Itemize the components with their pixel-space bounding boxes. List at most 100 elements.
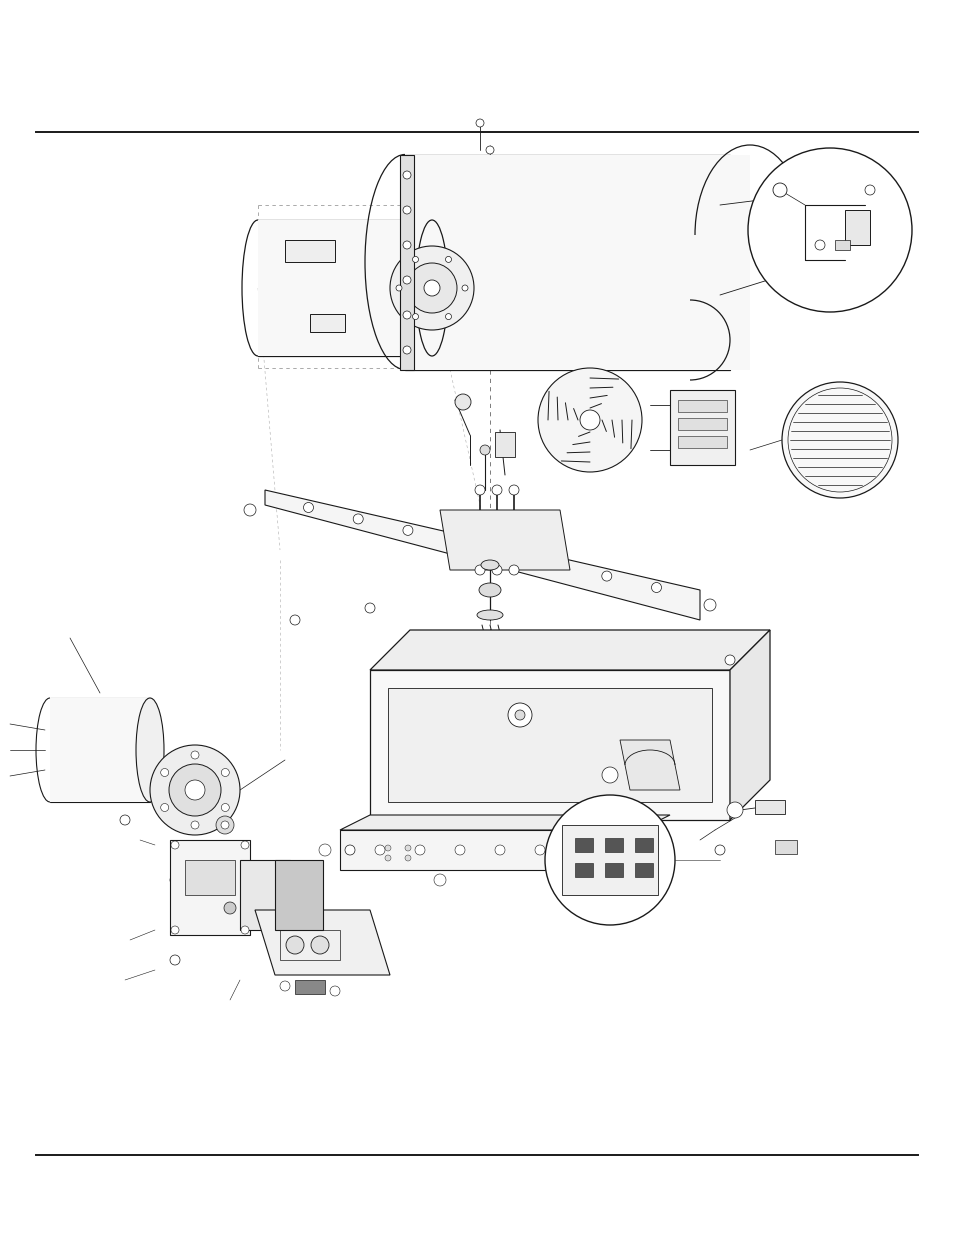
Circle shape	[492, 564, 501, 576]
Circle shape	[241, 841, 249, 848]
Bar	[561, 825, 658, 895]
Circle shape	[221, 804, 229, 811]
Circle shape	[445, 257, 451, 262]
Circle shape	[507, 703, 532, 727]
Polygon shape	[254, 910, 390, 974]
Circle shape	[651, 583, 660, 593]
Circle shape	[601, 571, 611, 582]
Circle shape	[345, 845, 355, 855]
Circle shape	[286, 936, 304, 953]
Circle shape	[402, 170, 411, 179]
Circle shape	[402, 206, 411, 214]
Circle shape	[169, 764, 221, 816]
Bar	[678, 400, 726, 412]
Bar	[575, 863, 593, 877]
Circle shape	[390, 246, 474, 330]
Circle shape	[434, 874, 446, 885]
Circle shape	[185, 781, 205, 800]
Circle shape	[221, 821, 229, 829]
Circle shape	[452, 537, 462, 547]
Polygon shape	[439, 510, 569, 571]
Circle shape	[402, 241, 411, 249]
Circle shape	[290, 615, 299, 625]
Polygon shape	[50, 698, 150, 802]
Circle shape	[814, 240, 824, 249]
Circle shape	[724, 655, 734, 664]
Circle shape	[495, 845, 504, 855]
Bar	[495, 432, 515, 457]
Circle shape	[311, 936, 329, 953]
Polygon shape	[339, 830, 639, 869]
Polygon shape	[619, 740, 679, 790]
Circle shape	[154, 803, 165, 813]
Bar	[185, 860, 234, 895]
Circle shape	[171, 926, 179, 934]
Circle shape	[714, 845, 724, 855]
Circle shape	[395, 285, 401, 291]
Circle shape	[330, 986, 339, 995]
Ellipse shape	[416, 220, 448, 356]
Circle shape	[485, 146, 494, 154]
Polygon shape	[370, 671, 729, 820]
Bar	[170, 840, 250, 935]
Ellipse shape	[480, 559, 498, 571]
Circle shape	[405, 855, 411, 861]
Circle shape	[509, 485, 518, 495]
Circle shape	[412, 314, 418, 320]
Ellipse shape	[136, 698, 164, 802]
Bar	[285, 240, 335, 262]
Circle shape	[405, 845, 411, 851]
Polygon shape	[257, 220, 432, 356]
Circle shape	[445, 314, 451, 320]
Circle shape	[402, 346, 411, 354]
Circle shape	[375, 845, 385, 855]
Circle shape	[191, 821, 199, 829]
Circle shape	[160, 768, 169, 777]
Circle shape	[475, 564, 484, 576]
Circle shape	[479, 445, 490, 454]
Bar	[604, 839, 622, 852]
Circle shape	[170, 876, 180, 885]
Circle shape	[475, 485, 484, 495]
Bar	[575, 839, 593, 852]
Circle shape	[170, 955, 180, 965]
Circle shape	[492, 485, 501, 495]
Circle shape	[502, 548, 512, 558]
Circle shape	[781, 382, 897, 498]
Circle shape	[772, 183, 786, 198]
Circle shape	[120, 815, 130, 825]
Circle shape	[241, 926, 249, 934]
Bar	[604, 863, 622, 877]
Circle shape	[575, 845, 584, 855]
Circle shape	[515, 710, 524, 720]
Circle shape	[509, 564, 518, 576]
Bar	[294, 981, 325, 994]
Polygon shape	[265, 490, 700, 620]
Circle shape	[703, 599, 716, 611]
Bar	[399, 156, 414, 370]
Ellipse shape	[478, 583, 500, 597]
Circle shape	[726, 802, 742, 818]
Circle shape	[402, 525, 413, 535]
Bar	[280, 930, 339, 960]
Bar	[678, 417, 726, 430]
Circle shape	[583, 874, 596, 885]
Circle shape	[412, 257, 418, 262]
Polygon shape	[339, 815, 669, 830]
Bar	[678, 436, 726, 448]
Polygon shape	[729, 630, 769, 820]
Circle shape	[476, 119, 483, 127]
Bar	[844, 210, 869, 245]
Circle shape	[402, 275, 411, 284]
Circle shape	[537, 368, 641, 472]
Bar	[754, 800, 784, 814]
Bar	[274, 860, 323, 930]
Polygon shape	[388, 688, 711, 802]
Bar	[240, 860, 290, 930]
Circle shape	[864, 185, 874, 195]
Circle shape	[215, 816, 233, 834]
Ellipse shape	[476, 610, 502, 620]
Circle shape	[455, 845, 464, 855]
Circle shape	[385, 855, 391, 861]
Circle shape	[171, 841, 179, 848]
